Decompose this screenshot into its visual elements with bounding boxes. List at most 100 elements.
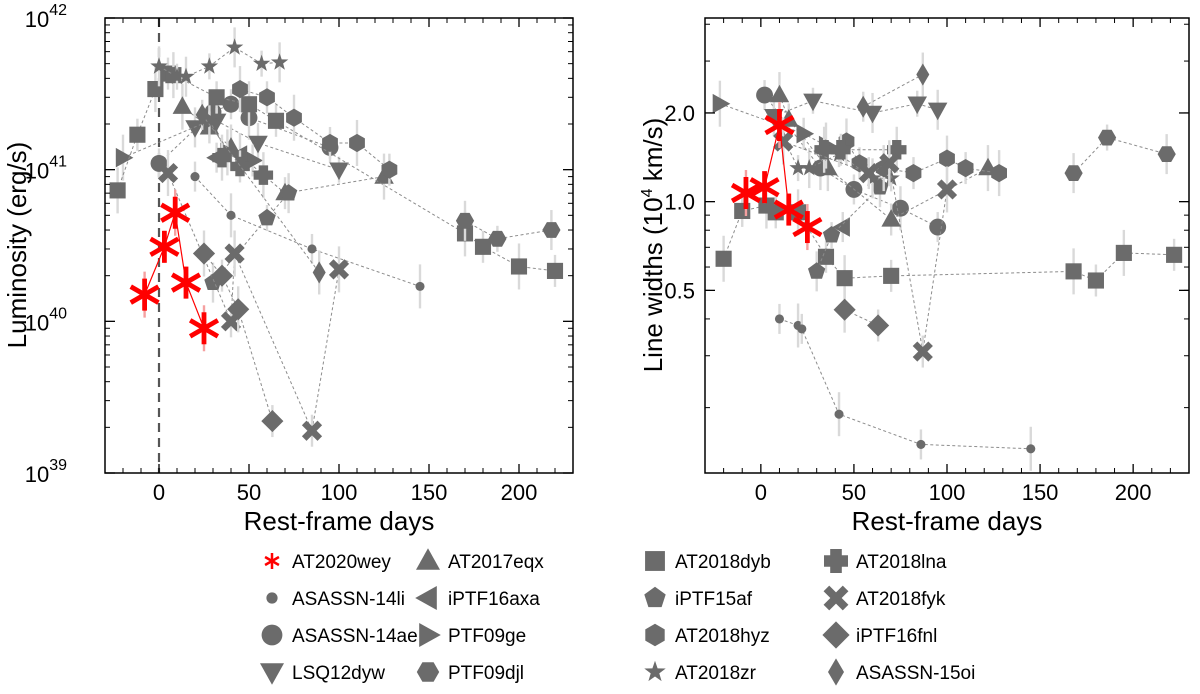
lum-point-at2018hyz — [259, 88, 275, 107]
legend-marker-at2018zr — [644, 660, 666, 682]
lum-point-ptf09djl — [488, 230, 507, 247]
legend-marker-at2020wey — [264, 553, 280, 569]
lw-point-at2018hyz — [905, 164, 922, 183]
legend-label-at2018zr: AT2018zr — [675, 663, 757, 684]
lum-point-at2020wey — [149, 230, 180, 263]
legend-marker-at2018hyz — [645, 623, 665, 647]
lw-point-at2017eqx — [769, 84, 790, 103]
lum-point-asassn-14ae — [222, 95, 240, 113]
lw-point-at2020wey — [792, 211, 823, 244]
lum-point-at2018dyb — [546, 262, 564, 279]
lum-xtick-label: 0 — [153, 480, 165, 505]
legend-marker-asassn-14ae — [261, 624, 283, 646]
lw-point-iptf15af — [822, 226, 841, 243]
legend-marker-iptf16axa — [415, 586, 437, 610]
lum-ytick-label: 1040 — [25, 305, 67, 335]
lum-point-at2018lna — [253, 165, 274, 185]
lum-point-at2018lna — [230, 156, 250, 177]
lum-xtick-label: 100 — [321, 480, 358, 505]
lum-point-at2018dyb — [129, 126, 146, 143]
lw-ytick-label: 2.0 — [664, 101, 695, 126]
lw-point-asassn-14li — [916, 439, 926, 449]
lw-point-at2018fyk — [858, 163, 879, 184]
lw-point-at2018dyb — [1065, 263, 1082, 280]
lum-point-iptf15af — [258, 208, 276, 226]
lw-point-at2018dyb — [883, 267, 900, 284]
lum-point-ptf09djl — [455, 212, 475, 229]
lw-point-at2018lna — [831, 140, 851, 160]
lum-point-lsq12dyw — [248, 135, 268, 154]
lum-point-at2020wey — [188, 312, 220, 345]
legend-marker-asassn-15oi — [828, 658, 844, 686]
legend-label-ptf09djl: PTF09djl — [448, 663, 524, 684]
lum-point-at2018hyz — [349, 133, 365, 153]
lum-point-at2018zr — [200, 57, 219, 74]
lum-point-at2020wey — [160, 196, 191, 229]
lw-xtick-label: 50 — [842, 480, 866, 505]
lw-xtick-label: 100 — [929, 480, 966, 505]
lum-ytick-label: 1042 — [25, 2, 67, 32]
lw-point-lsq12dyw — [862, 105, 883, 124]
legend-marker-at2018dyb — [645, 551, 665, 571]
lum-point-at2018dyb — [208, 89, 225, 106]
lw-point-at2018fyk — [912, 341, 933, 362]
legend-marker-iptf15af — [644, 586, 666, 608]
line-widths-y-label-main: Line widths (10 — [638, 197, 668, 372]
lw-point-iptf16fnl — [833, 298, 856, 321]
lw-point-asassn-14ae — [929, 218, 947, 236]
lum-point-at2018zr — [150, 57, 168, 74]
legend-label-asassn-14ae: ASASSN-14ae — [292, 626, 418, 647]
lw-point-at2017eqx — [881, 209, 901, 227]
line-widths-y-label: Line widths (104 km/s) — [638, 118, 668, 373]
lw-point-at2018dyb — [715, 250, 732, 267]
lum-point-at2020wey — [170, 266, 202, 299]
lum-point-at2018hyz — [381, 160, 398, 179]
lum-ytick-label: 1039 — [25, 457, 67, 487]
legend-marker-asassn-14li — [266, 592, 278, 604]
legend-marker-at2018lna — [824, 549, 848, 573]
lw-point-at2018dyb — [1115, 244, 1132, 261]
legend-label-asassn-15oi: ASASSN-15oi — [856, 663, 975, 684]
lum-point-at2018dyb — [510, 258, 528, 275]
lw-connector-asassn-14ae — [764, 94, 938, 228]
lw-point-at2018dyb — [836, 270, 853, 287]
lw-point-at2020wey — [764, 109, 795, 142]
lw-point-asassn-14ae — [892, 199, 909, 217]
luminosity-plot-frame — [104, 17, 574, 474]
lum-point-asassn-15oi — [195, 103, 209, 126]
lw-point-iptf16axa-l — [832, 217, 850, 237]
lw-connector-asassn-14li — [779, 318, 1031, 450]
lw-point-iptf15af — [808, 262, 826, 279]
lw-point-at2018fyk — [936, 179, 958, 200]
legend-label-ptf09ge: PTF09ge — [448, 626, 526, 647]
lum-point-at2018fyk — [301, 420, 323, 441]
lum-point-at2017eqx — [172, 96, 193, 114]
legend-marker-at2018fyk — [823, 585, 849, 611]
lw-connector-asassn-15oi — [862, 74, 924, 108]
lum-point-at2018lna — [212, 147, 232, 168]
legend-label-asassn-14li: ASASSN-14li — [292, 589, 405, 610]
lum-point-asassn-14li — [226, 210, 236, 220]
lw-point-at2018dyb — [1166, 246, 1183, 263]
lum-point-asassn-14li — [307, 244, 317, 254]
lum-point-at2020wey — [129, 278, 160, 311]
lw-connector-ptf09djl — [1073, 137, 1167, 174]
lum-point-at2018fyk — [157, 162, 179, 184]
lw-point-asassn-14ae — [756, 86, 774, 104]
lum-point-at2018dyb — [267, 112, 285, 129]
lum-point-iptf15af — [279, 184, 298, 201]
lw-point-at2020wey — [773, 193, 804, 226]
legend-label-at2018fyk: AT2018fyk — [856, 589, 946, 610]
lum-point-at2018zr — [252, 54, 271, 71]
legend-marker-ptf09djl — [416, 662, 440, 682]
lum-point-lsq12dyw — [329, 162, 349, 181]
lw-point-at2018hyz — [991, 164, 1007, 183]
lum-point-at2018hyz — [286, 108, 302, 127]
lw-connector-at2018fyk — [783, 141, 948, 352]
legend-label-iptf16fnl: iPTF16fnl — [856, 626, 937, 647]
lw-ytick-label: 1.0 — [664, 190, 695, 215]
line-widths-panel: 0 50 100 150 200 0.5 1.0 2.0 Rest-frame days Li… — [638, 17, 1190, 536]
lum-connector-at2018fyk — [167, 172, 340, 433]
legend-marker-ptf09ge — [419, 623, 441, 647]
